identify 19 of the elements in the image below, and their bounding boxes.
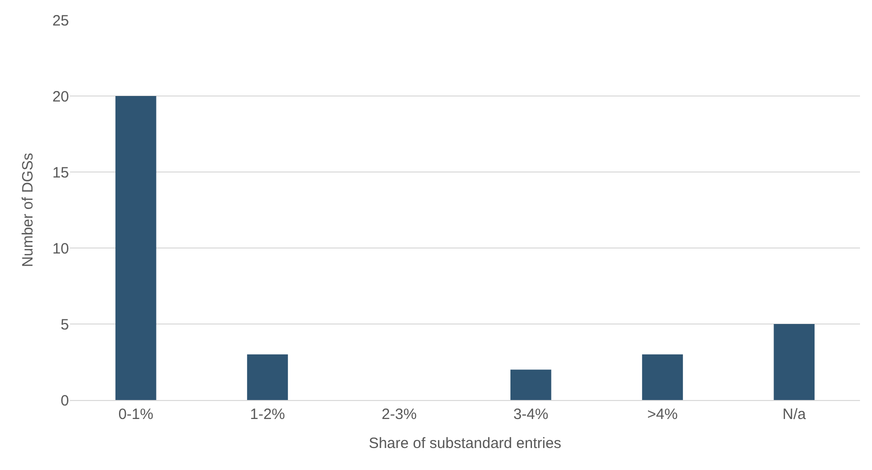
- x-tick-label: N/a: [782, 406, 806, 423]
- y-tick-label: 10: [52, 240, 69, 258]
- x-tick-label: 2-3%: [382, 406, 417, 423]
- x-tick-label: >4%: [647, 406, 678, 423]
- bar: [510, 370, 552, 400]
- x-tick-label: 1-2%: [250, 406, 286, 423]
- y-tick-label: 15: [52, 164, 69, 182]
- x-tick-label: 0-1%: [118, 406, 154, 423]
- y-tick-label: 5: [60, 316, 69, 334]
- y-tick-label: 25: [52, 12, 69, 30]
- bar: [642, 354, 683, 400]
- y-axis-title: Number of DGSs: [20, 152, 37, 268]
- y-tick-label: 0: [60, 392, 69, 410]
- y-tick-label: 20: [52, 88, 69, 106]
- bar: [774, 324, 815, 400]
- x-axis-title: Share of substandard entries: [368, 435, 562, 452]
- bar: [247, 354, 288, 400]
- x-tick-label: 3-4%: [513, 406, 548, 423]
- bar: [115, 96, 156, 400]
